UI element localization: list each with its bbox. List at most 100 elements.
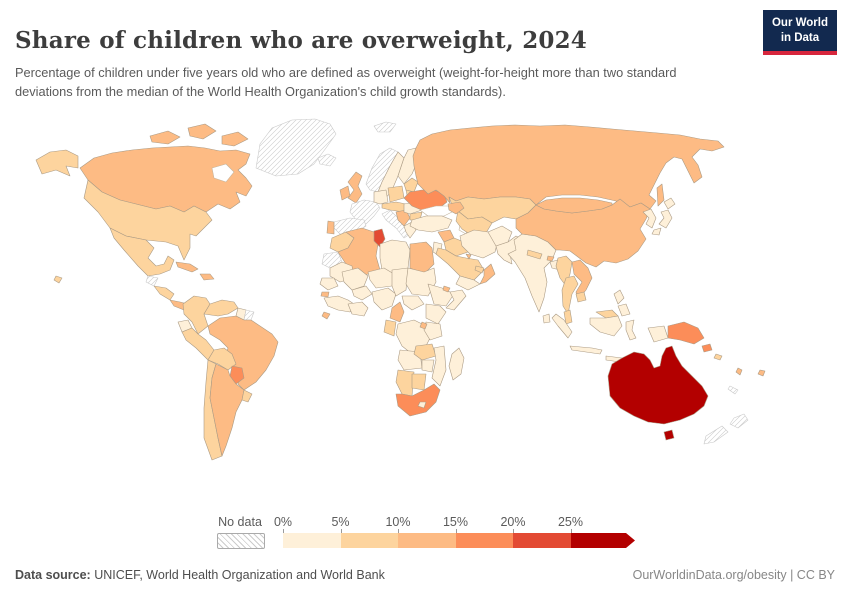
region-gabon-congo[interactable] <box>383 319 397 337</box>
region-new-britain[interactable] <box>701 343 713 353</box>
region-baltics[interactable] <box>403 177 419 193</box>
region-ivory-ghana[interactable] <box>347 301 369 317</box>
legend-bin-25%+[interactable] <box>571 533 636 548</box>
legend-bin-5-10%[interactable] <box>340 533 398 548</box>
region-malaysia-peninsula[interactable] <box>563 309 573 325</box>
region-central-african-republic[interactable] <box>401 295 425 311</box>
region-tasmania[interactable] <box>663 429 675 441</box>
region-canada-arctic-1[interactable] <box>149 130 181 145</box>
region-somalia[interactable] <box>445 289 467 311</box>
region-japan-kyushu[interactable] <box>651 227 662 236</box>
region-rwanda-burundi[interactable] <box>419 321 428 330</box>
region-canada-arctic-2[interactable] <box>187 123 217 140</box>
region-honduras-nicaragua[interactable] <box>153 285 175 301</box>
region-france[interactable] <box>349 199 381 225</box>
region-java[interactable] <box>569 345 603 355</box>
region-south-africa[interactable] <box>395 383 441 417</box>
region-caucasus[interactable] <box>447 201 465 215</box>
region-uruguay[interactable] <box>241 389 253 403</box>
region-colombia[interactable] <box>182 295 211 335</box>
region-sierra-leone[interactable] <box>321 311 331 320</box>
region-new-caledonia[interactable] <box>727 385 739 395</box>
no-data-swatch[interactable] <box>217 533 265 549</box>
region-uae[interactable] <box>474 265 485 274</box>
region-svalbard[interactable] <box>373 121 397 133</box>
region-kalimantan[interactable] <box>589 315 623 337</box>
region-egypt[interactable] <box>409 241 435 275</box>
legend-bin-0-5%[interactable] <box>283 533 341 548</box>
region-fiji[interactable] <box>757 369 766 377</box>
region-chad[interactable] <box>391 267 409 297</box>
region-greenland[interactable] <box>255 118 337 177</box>
region-philippines-south[interactable] <box>617 303 631 317</box>
legend-bin-15-20%[interactable] <box>455 533 513 548</box>
region-ethiopia[interactable] <box>427 283 455 307</box>
region-poland[interactable] <box>387 185 405 203</box>
region-alaska[interactable] <box>35 149 79 177</box>
legend-bin-20-25%[interactable] <box>513 533 571 548</box>
region-mali[interactable] <box>341 267 369 291</box>
region-japan-honshu[interactable] <box>658 209 673 229</box>
region-guatemala[interactable] <box>145 275 159 287</box>
region-solomon-islands[interactable] <box>713 353 723 361</box>
region-zambia[interactable] <box>413 343 437 361</box>
region-bhutan[interactable] <box>546 255 555 262</box>
region-turkey[interactable] <box>409 215 453 233</box>
region-botswana[interactable] <box>411 373 427 391</box>
region-namibia[interactable] <box>395 369 415 397</box>
region-cuba[interactable] <box>175 261 199 273</box>
region-cameroon[interactable] <box>389 301 405 323</box>
region-sumatra[interactable] <box>551 313 573 339</box>
region-madagascar[interactable] <box>448 347 465 381</box>
region-india[interactable] <box>507 233 557 313</box>
region-west-papua[interactable] <box>647 325 669 343</box>
region-afghanistan[interactable] <box>487 225 513 247</box>
region-brazil[interactable] <box>207 315 279 391</box>
region-philippines-north[interactable] <box>613 289 625 305</box>
region-malawi-mozambique[interactable] <box>431 345 447 387</box>
region-russia[interactable] <box>412 124 725 210</box>
region-sulawesi[interactable] <box>625 319 637 341</box>
region-zimbabwe[interactable] <box>421 359 435 373</box>
region-hispaniola[interactable] <box>199 273 215 281</box>
region-argentina[interactable] <box>209 363 245 457</box>
region-hawaii[interactable] <box>53 275 63 284</box>
region-lesotho[interactable] <box>417 401 427 409</box>
region-senegal[interactable] <box>319 277 339 291</box>
region-japan-hokkaido[interactable] <box>663 197 676 210</box>
region-burkina-faso[interactable] <box>351 285 373 301</box>
region-oman[interactable] <box>479 263 496 285</box>
region-thailand[interactable] <box>561 275 579 315</box>
region-mongolia[interactable] <box>535 197 613 214</box>
region-nepal[interactable] <box>526 249 543 260</box>
region-kenya-uganda[interactable] <box>425 303 447 325</box>
region-yemen[interactable] <box>455 275 481 291</box>
region-papua-new-guinea[interactable] <box>667 321 705 345</box>
region-germany[interactable] <box>373 189 389 205</box>
legend-bin-10-15%[interactable] <box>398 533 456 548</box>
region-guinea-bissau[interactable] <box>320 291 330 298</box>
region-kuwait[interactable] <box>465 253 472 260</box>
region-djibouti[interactable] <box>442 285 451 293</box>
region-nigeria[interactable] <box>371 287 397 311</box>
owid-logo[interactable]: Our World in Data <box>762 10 837 55</box>
region-korea[interactable] <box>642 208 657 229</box>
region-venezuela[interactable] <box>203 299 239 317</box>
region-suriname[interactable] <box>243 309 255 321</box>
region-canada-arctic-3[interactable] <box>221 131 249 147</box>
region-ireland[interactable] <box>339 185 351 201</box>
region-iran[interactable] <box>459 229 499 259</box>
region-new-zealand-north[interactable] <box>729 413 749 429</box>
region-sakhalin[interactable] <box>656 183 665 207</box>
credit-link[interactable]: OurWorldinData.org/obesity | CC BY <box>632 568 835 582</box>
region-vanuatu[interactable] <box>735 367 743 376</box>
region-portugal[interactable] <box>326 220 335 235</box>
region-sri-lanka[interactable] <box>542 313 551 324</box>
region-new-zealand-south[interactable] <box>703 425 729 445</box>
region-cambodia[interactable] <box>575 291 587 303</box>
region-paraguay[interactable] <box>229 365 245 385</box>
region-uk[interactable] <box>347 171 363 204</box>
region-australia[interactable] <box>607 345 709 425</box>
region-mexico[interactable] <box>109 227 175 277</box>
region-iceland[interactable] <box>317 153 337 167</box>
